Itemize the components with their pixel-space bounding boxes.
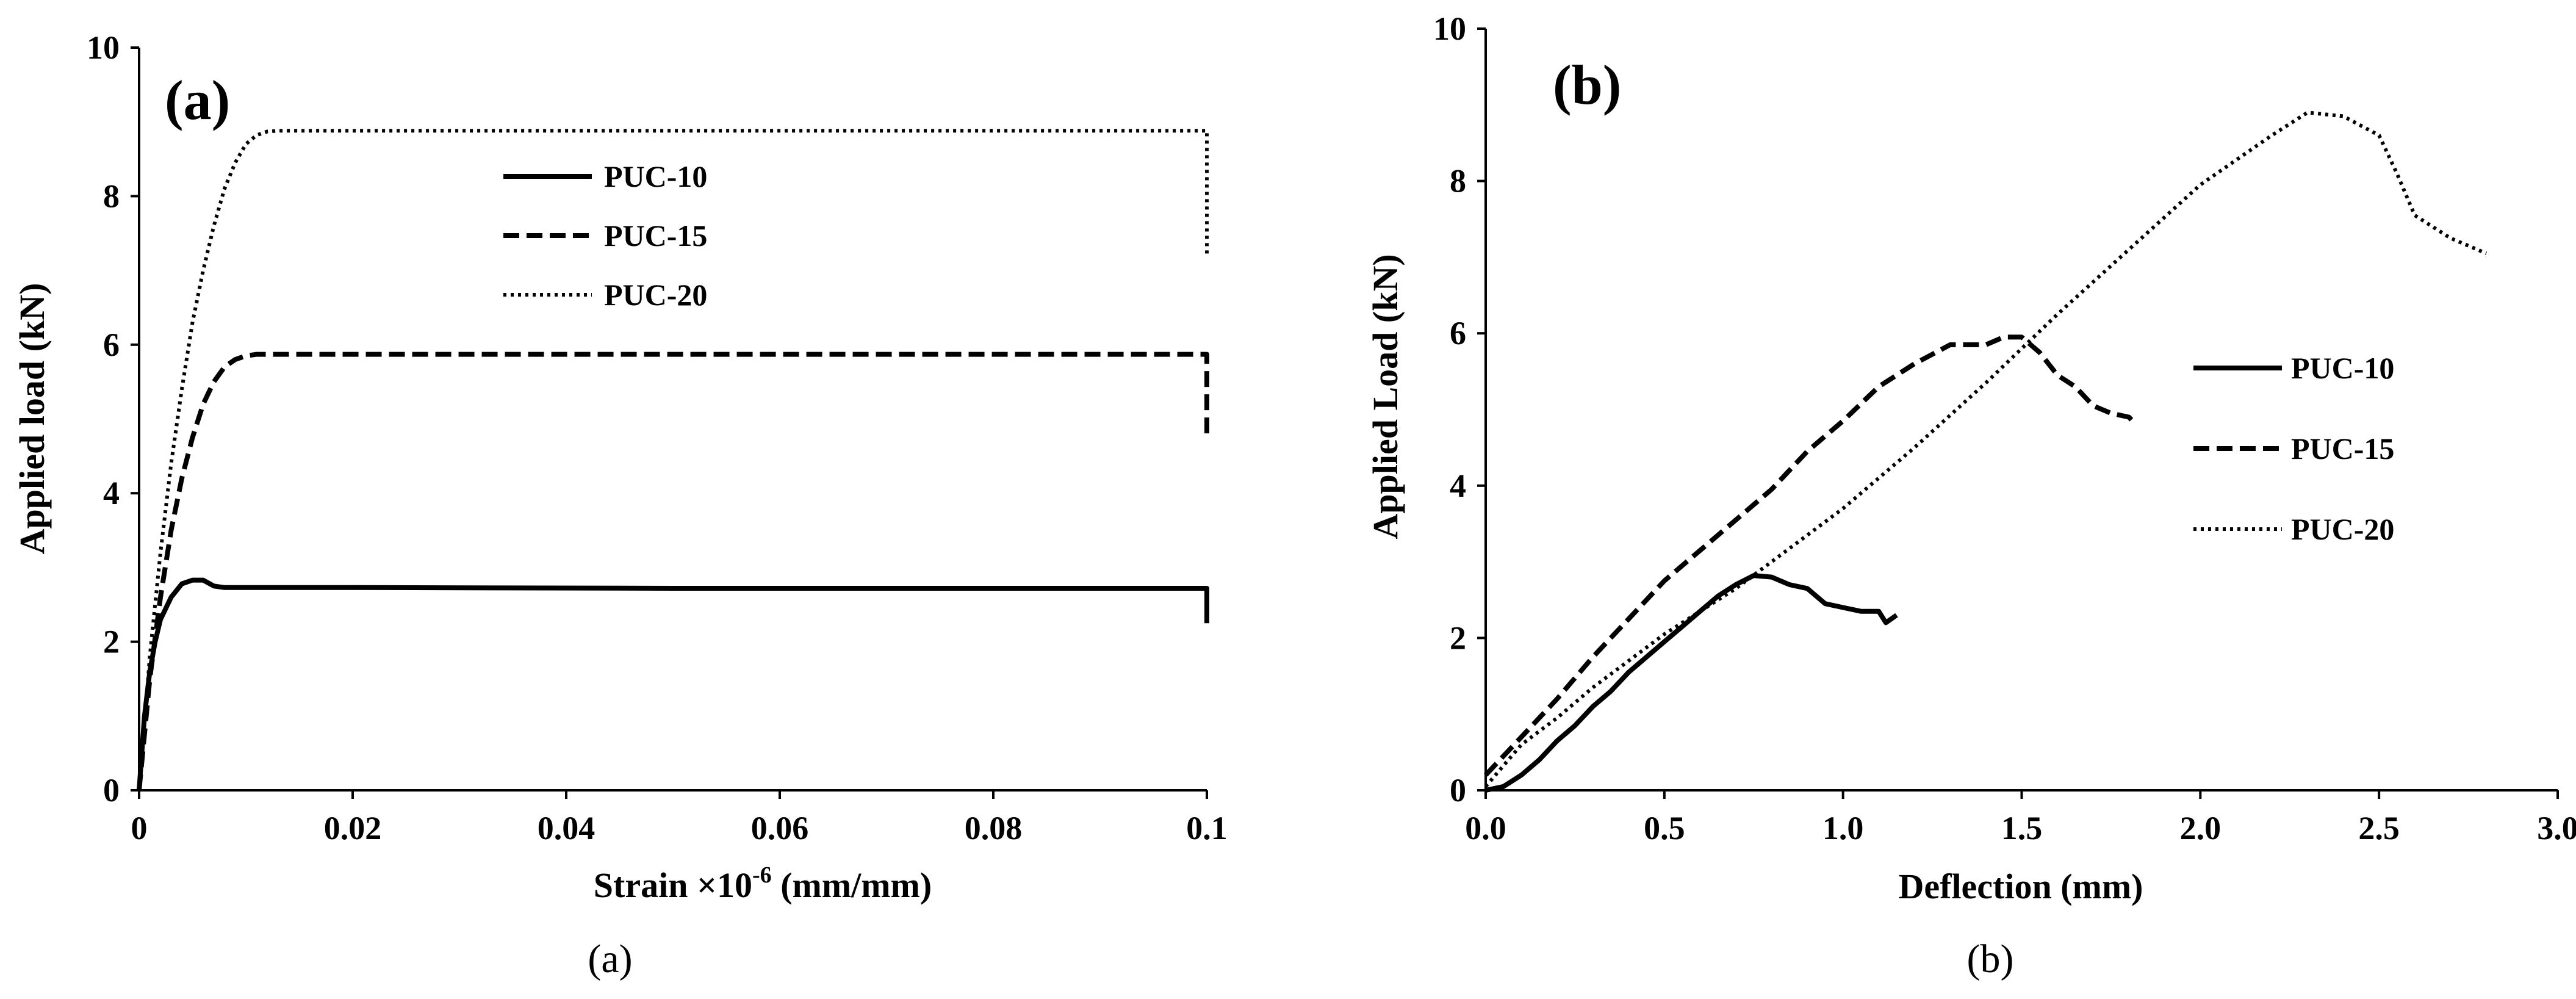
x-tick-label: 0.1 xyxy=(1186,810,1228,846)
chart-panel-b: 0 2 4 6 8 10 0.0 0.5 1.0 1.5 2.0 2.5 3.0 Deflection (… xyxy=(1365,10,2576,981)
x-tick-label: 2.5 xyxy=(2358,810,2400,846)
legend-label: PUC-20 xyxy=(604,278,707,312)
series-line-puc-15 xyxy=(137,352,1209,791)
legend-label: PUC-15 xyxy=(2291,431,2394,466)
y-tick-label: 4 xyxy=(103,475,120,511)
y-tick-label: 2 xyxy=(1450,619,1466,656)
series-line-puc-20 xyxy=(1484,110,2488,788)
series-line-puc-15 xyxy=(1484,334,2138,777)
series-line-puc-20 xyxy=(137,129,1209,791)
x-tick-label: 0.06 xyxy=(751,810,809,846)
legend-label: PUC-20 xyxy=(2291,512,2394,546)
legend-label: PUC-15 xyxy=(604,218,707,253)
panel-caption: (b) xyxy=(1967,937,2014,981)
y-tick-label: 8 xyxy=(103,178,120,214)
panel-label: (a) xyxy=(165,69,230,131)
x-tick-label: 0.02 xyxy=(324,810,382,846)
chart-panel-a: 0 2 4 6 8 10 0 0.02 0.04 0.06 0.08 0.1 Strain ×10-6 … xyxy=(12,29,1228,981)
panel-caption: (a) xyxy=(588,937,632,981)
panel-label: (b) xyxy=(1553,54,1621,116)
y-axis-title: Applied load (kN) xyxy=(12,283,52,555)
x-tick-label: 0.08 xyxy=(965,810,1023,846)
y-tick-label: 0 xyxy=(1450,772,1466,809)
x-tick-label: 0.5 xyxy=(1644,810,1685,846)
series-line-puc-10 xyxy=(1485,573,1898,793)
series-line-puc-10 xyxy=(137,577,1209,791)
legend-label: PUC-10 xyxy=(604,159,707,193)
x-axis-title: Strain ×10-6 (mm/mm) xyxy=(594,862,932,905)
y-tick-label: 10 xyxy=(1433,10,1466,47)
y-tick-label: 10 xyxy=(87,29,120,66)
x-axis-title: Deflection (mm) xyxy=(1899,867,2143,906)
x-tick-label: 1.5 xyxy=(2001,810,2043,846)
y-tick-label: 0 xyxy=(103,772,120,809)
x-tick-label: 0.04 xyxy=(538,810,595,846)
y-tick-label: 6 xyxy=(103,326,120,363)
y-axis-title: Applied Load (kN) xyxy=(1365,254,1405,539)
x-tick-label: 2.0 xyxy=(2180,810,2222,846)
y-tick-label: 6 xyxy=(1450,315,1466,352)
x-tick-label: 0 xyxy=(131,810,148,846)
x-tick-label: 1.0 xyxy=(1822,810,1864,846)
legend-label: PUC-10 xyxy=(2291,351,2394,385)
y-tick-label: 2 xyxy=(103,624,120,660)
y-tick-label: 4 xyxy=(1450,467,1466,504)
y-tick-label: 8 xyxy=(1450,163,1466,200)
x-tick-label: 0.0 xyxy=(1465,810,1506,846)
x-tick-label: 3.0 xyxy=(2537,810,2576,846)
